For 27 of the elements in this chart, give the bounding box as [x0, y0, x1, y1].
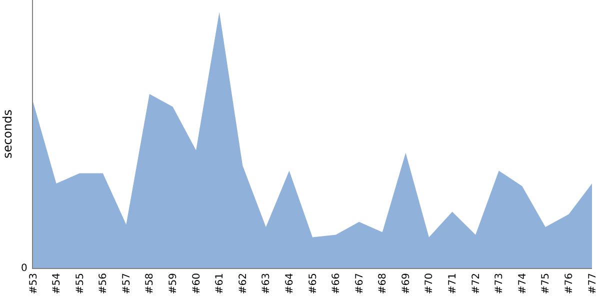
x-tick-label: #65 — [308, 273, 319, 294]
x-tick-label: #56 — [98, 273, 110, 294]
x-tick-label: #66 — [331, 273, 342, 294]
x-tick-label: #57 — [121, 273, 132, 294]
x-tick-label: #54 — [52, 273, 63, 294]
x-tick-label: #75 — [540, 273, 552, 294]
x-tick-label: #77 — [587, 273, 598, 294]
x-tick-label: #58 — [144, 273, 156, 294]
x-tick-label: #59 — [168, 273, 179, 294]
x-tick-label: #74 — [517, 273, 528, 294]
x-tick-label: #70 — [424, 273, 436, 294]
x-tick-label: #73 — [494, 273, 506, 294]
x-tick-label: #68 — [378, 273, 389, 294]
x-tick-label: #63 — [261, 273, 272, 294]
y-axis-title: seconds — [0, 109, 14, 159]
x-tick-label: #67 — [354, 273, 366, 294]
x-tick-label: #53 — [28, 273, 40, 294]
text: 0 — [21, 263, 28, 274]
x-tick-label: #64 — [284, 273, 296, 294]
x-tick-label: #61 — [214, 273, 226, 294]
x-tick-label: #69 — [400, 273, 412, 294]
x-tick-label: #76 — [564, 273, 575, 294]
x-tick-label: #60 — [191, 273, 202, 294]
x-tick-label: #62 — [238, 273, 249, 294]
x-tick-label: #72 — [470, 273, 482, 294]
x-tick-label: #55 — [74, 273, 86, 294]
x-tick-label: #71 — [448, 273, 458, 294]
